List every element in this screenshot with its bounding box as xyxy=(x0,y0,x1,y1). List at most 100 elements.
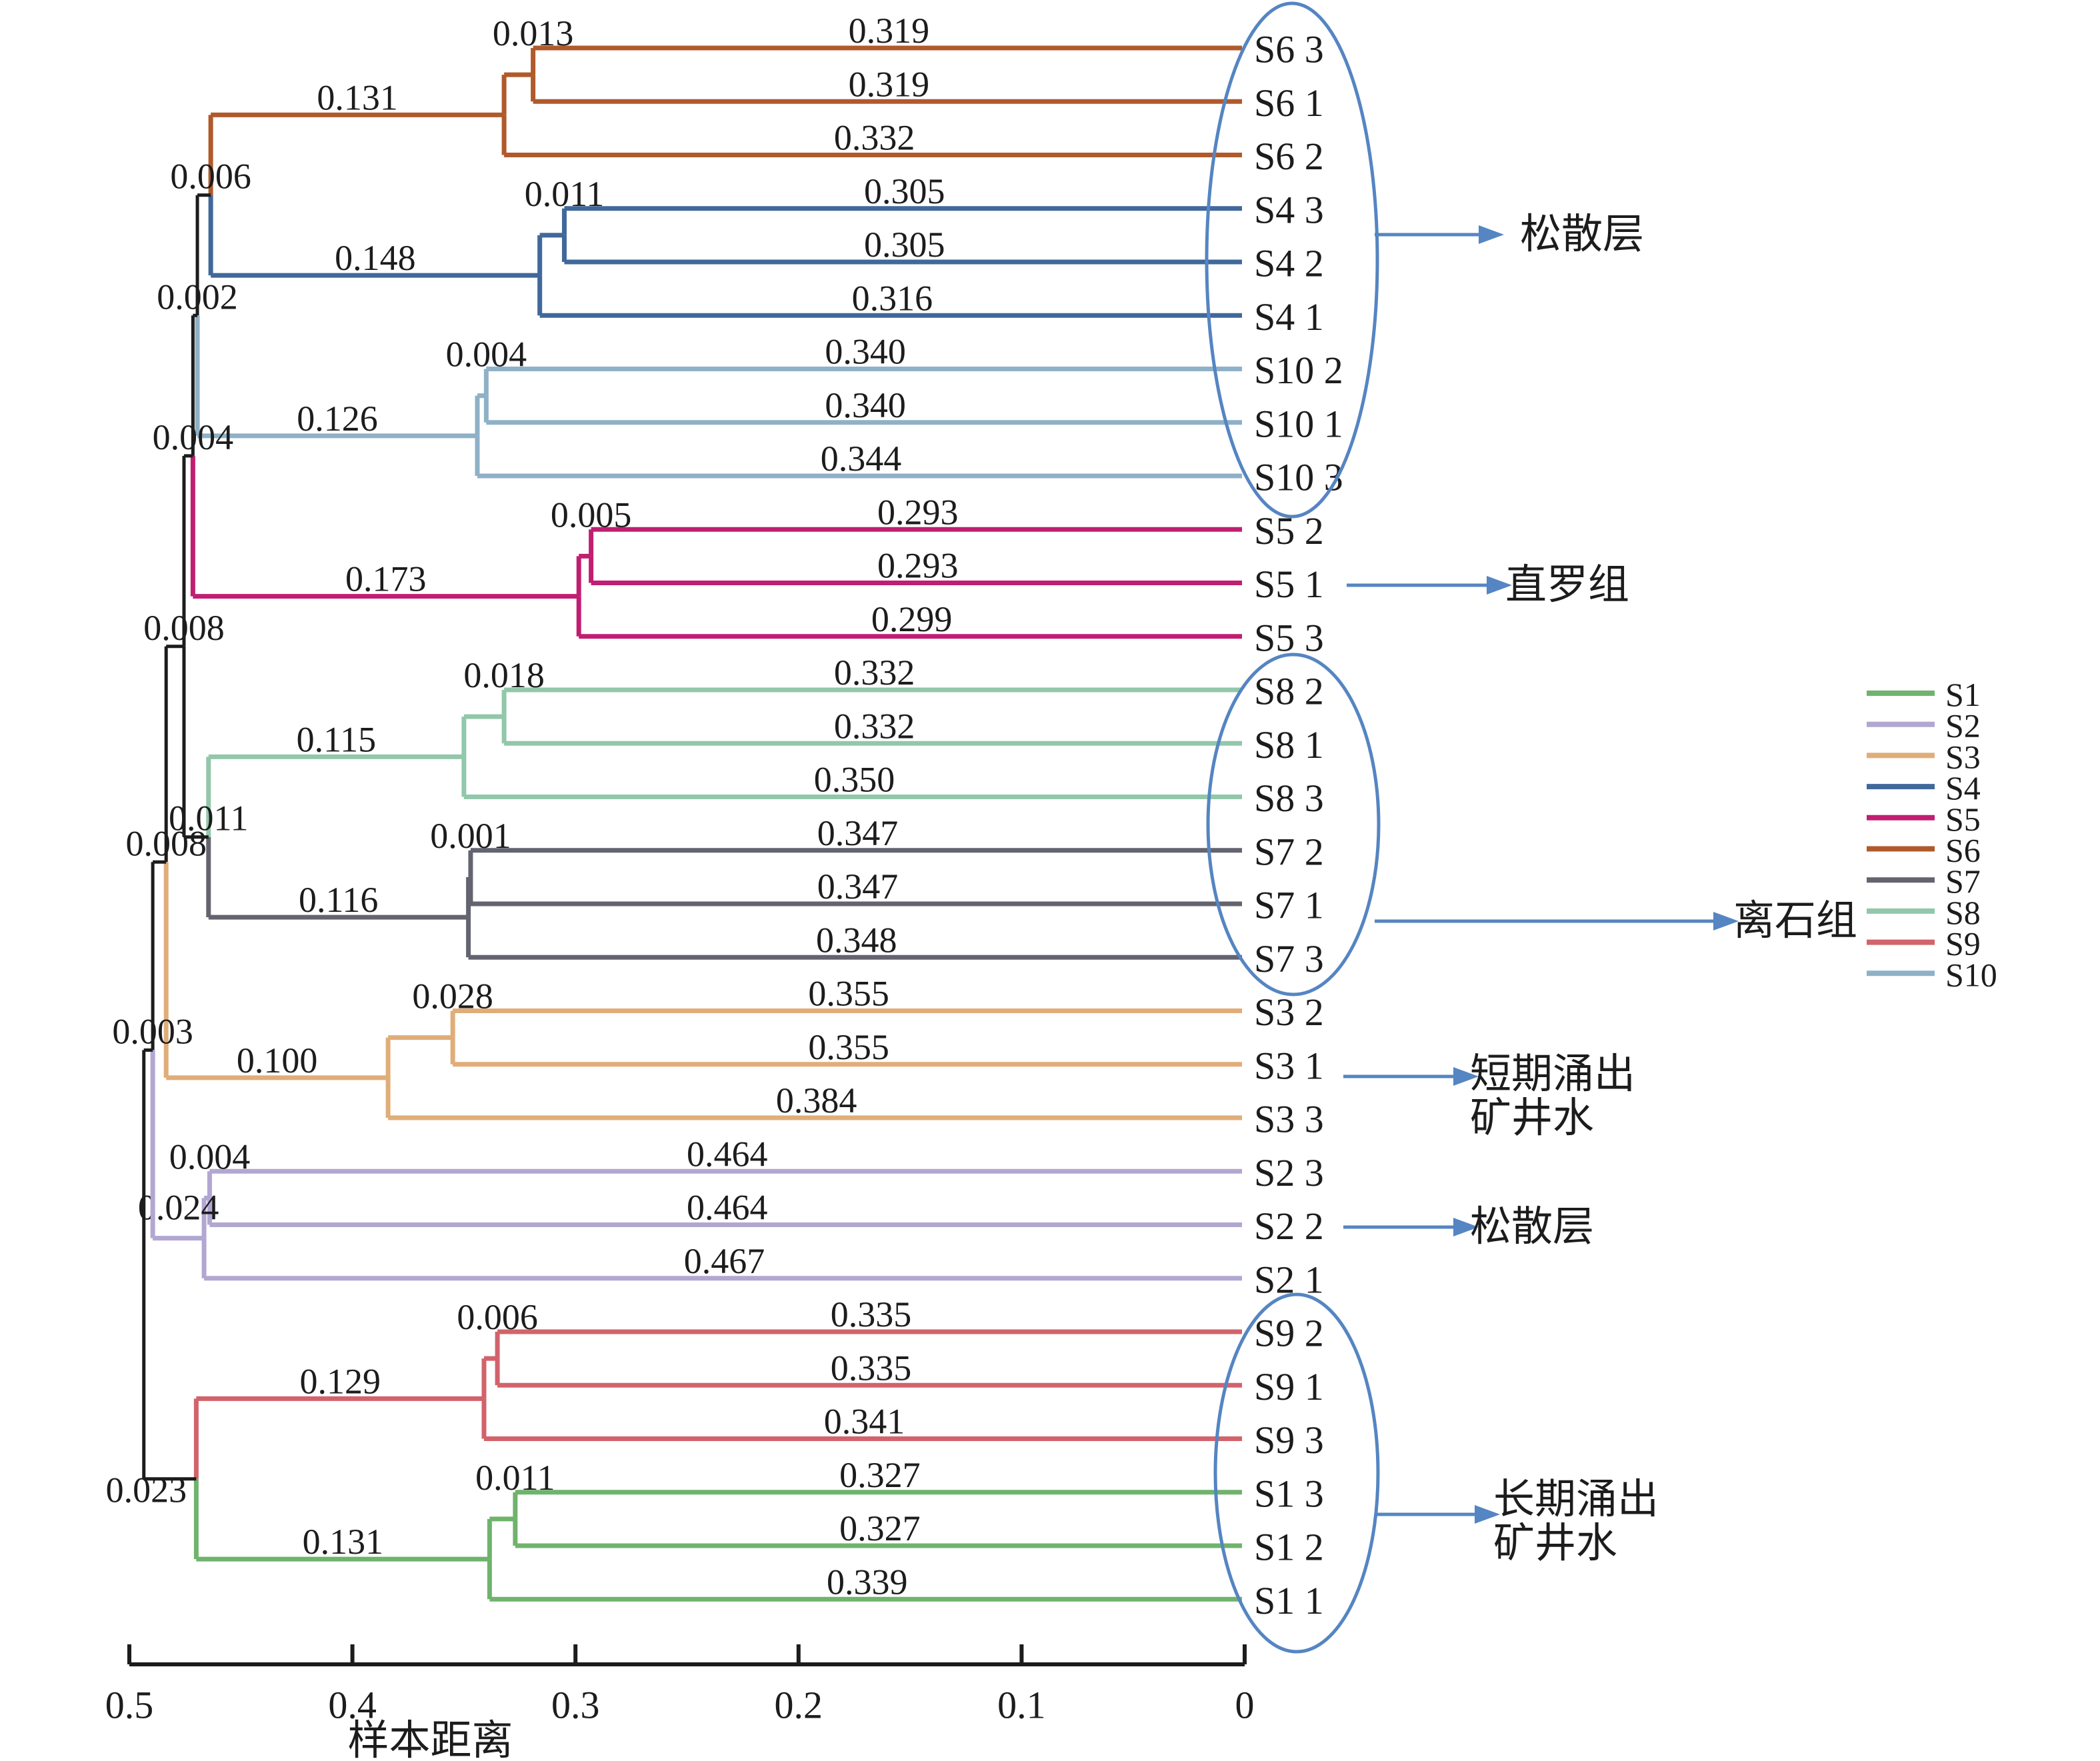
annotation-arrowhead-icon xyxy=(1475,1505,1500,1524)
x-axis-tick-label: 0 xyxy=(1235,1684,1255,1727)
branch-value: 0.344 xyxy=(821,439,902,479)
leaf-label-s4-1: S4 1 xyxy=(1254,295,1324,339)
x-axis-tick-label: 0.3 xyxy=(551,1684,600,1727)
leaf-label-s3-2: S3 2 xyxy=(1254,990,1324,1034)
merge-value: 0.004 xyxy=(169,1136,251,1176)
annotation-label: 松散层 xyxy=(1520,212,1644,257)
annotation-arrowhead-icon xyxy=(1479,225,1504,244)
branch-value: 0.332 xyxy=(834,706,915,746)
branch-value: 0.467 xyxy=(684,1241,765,1281)
merge-value: 0.024 xyxy=(138,1188,219,1228)
merge-value: 0.002 xyxy=(157,277,238,317)
leaf-label-s6-3: S6 3 xyxy=(1254,28,1324,71)
legend-label-s4: S4 xyxy=(1945,769,1981,807)
branch-value: 0.299 xyxy=(871,599,953,639)
merge-value: 0.100 xyxy=(237,1040,318,1080)
leaf-label-s1-1: S1 1 xyxy=(1254,1579,1324,1622)
legend-label-s10: S10 xyxy=(1945,956,1997,993)
leaf-label-s7-1: S7 1 xyxy=(1254,884,1324,927)
leaf-label-s2-2: S2 2 xyxy=(1254,1204,1324,1248)
merge-value: 0.004 xyxy=(153,417,234,457)
branch-value: 0.327 xyxy=(839,1508,921,1548)
legend-label-s2: S2 xyxy=(1945,707,1981,745)
branch-value: 0.355 xyxy=(808,1027,889,1067)
branch-value: 0.319 xyxy=(849,11,930,51)
annotation-label: 直罗组 xyxy=(1505,563,1629,608)
merge-value: 0.173 xyxy=(345,559,427,599)
leaf-label-s8-3: S8 3 xyxy=(1254,777,1324,820)
merge-value: 0.131 xyxy=(317,77,398,117)
branch-value: 0.305 xyxy=(864,171,945,211)
branch-value: 0.340 xyxy=(825,332,906,372)
leaf-label-s4-2: S4 2 xyxy=(1254,242,1324,285)
merge-value: 0.001 xyxy=(430,816,511,856)
legend-label-s1: S1 xyxy=(1945,676,1981,713)
merge-value: 0.129 xyxy=(299,1361,381,1401)
annotation-label: 长期涌出 xyxy=(1493,1477,1659,1522)
annotation-arrowhead-icon xyxy=(1487,576,1512,595)
leaf-label-s1-3: S1 3 xyxy=(1254,1472,1324,1515)
cluster-ellipse xyxy=(1213,1292,1380,1654)
legend-label-s8: S8 xyxy=(1945,894,1981,931)
x-axis-tick-label: 0.2 xyxy=(775,1684,823,1727)
leaf-label-s3-3: S3 3 xyxy=(1254,1098,1324,1141)
merge-value: 0.028 xyxy=(412,976,493,1016)
branch-value: 0.350 xyxy=(814,760,895,800)
annotation-label: 离石组 xyxy=(1733,898,1857,944)
merge-value: 0.006 xyxy=(170,157,251,197)
merge-value: 0.005 xyxy=(551,495,632,535)
merge-value: 0.008 xyxy=(143,608,225,648)
branch-value: 0.293 xyxy=(877,492,959,532)
legend-label-s9: S9 xyxy=(1945,925,1981,962)
branch-value: 0.332 xyxy=(834,118,915,158)
merge-value: 0.148 xyxy=(335,238,416,278)
branch-value: 0.348 xyxy=(816,920,897,960)
branch-value: 0.332 xyxy=(834,653,915,693)
cluster-ellipse xyxy=(1205,1,1379,519)
legend-label-s7: S7 xyxy=(1945,863,1981,900)
merge-value: 0.011 xyxy=(525,174,605,214)
branch-value: 0.464 xyxy=(687,1134,768,1174)
branch-value: 0.293 xyxy=(877,546,959,586)
legend-label-s6: S6 xyxy=(1945,832,1981,869)
leaf-label-s8-1: S8 1 xyxy=(1254,723,1324,767)
merge-value: 0.006 xyxy=(457,1297,538,1337)
branch-value: 0.327 xyxy=(839,1455,921,1495)
branch-value: 0.335 xyxy=(831,1294,912,1334)
branch-value: 0.339 xyxy=(827,1562,908,1602)
legend-label-s3: S3 xyxy=(1945,738,1981,775)
branch-value: 0.335 xyxy=(831,1348,912,1388)
merge-value: 0.008 xyxy=(125,823,207,863)
branch-value: 0.355 xyxy=(808,974,889,1014)
merge-value: 0.003 xyxy=(112,1011,193,1051)
leaf-label-s10-1: S10 1 xyxy=(1254,402,1343,445)
branch-value: 0.464 xyxy=(687,1188,768,1228)
cluster-ellipse xyxy=(1206,653,1381,996)
branch-value: 0.319 xyxy=(849,64,930,104)
merge-value: 0.115 xyxy=(297,719,377,759)
x-axis-tick-label: 0.5 xyxy=(105,1684,154,1727)
annotation-label: 短期涌出 xyxy=(1470,1052,1635,1097)
leaf-label-s1-2: S1 2 xyxy=(1254,1526,1324,1569)
merge-value: 0.131 xyxy=(303,1522,384,1562)
leaf-label-s7-2: S7 2 xyxy=(1254,830,1324,873)
leaf-label-s9-3: S9 3 xyxy=(1254,1418,1324,1462)
leaf-label-s6-2: S6 2 xyxy=(1254,135,1324,178)
merge-value: 0.004 xyxy=(446,335,527,375)
leaf-label-s4-3: S4 3 xyxy=(1254,188,1324,231)
merge-value: 0.018 xyxy=(463,655,545,695)
leaf-label-s8-2: S8 2 xyxy=(1254,670,1324,713)
merge-value: 0.011 xyxy=(475,1458,555,1498)
branch-value: 0.316 xyxy=(852,278,933,318)
legend-label-s5: S5 xyxy=(1945,801,1981,838)
merge-value: 0.011 xyxy=(169,799,249,839)
leaf-label-s9-1: S9 1 xyxy=(1254,1365,1324,1408)
leaf-label-s2-3: S2 3 xyxy=(1254,1151,1324,1194)
leaf-label-s6-1: S6 1 xyxy=(1254,81,1324,125)
merge-value: 0.013 xyxy=(493,13,574,53)
leaf-label-s5-1: S5 1 xyxy=(1254,563,1324,606)
leaf-label-s9-2: S9 2 xyxy=(1254,1312,1324,1355)
annotation-label: 松散层 xyxy=(1470,1204,1594,1250)
branch-value: 0.347 xyxy=(817,813,899,853)
